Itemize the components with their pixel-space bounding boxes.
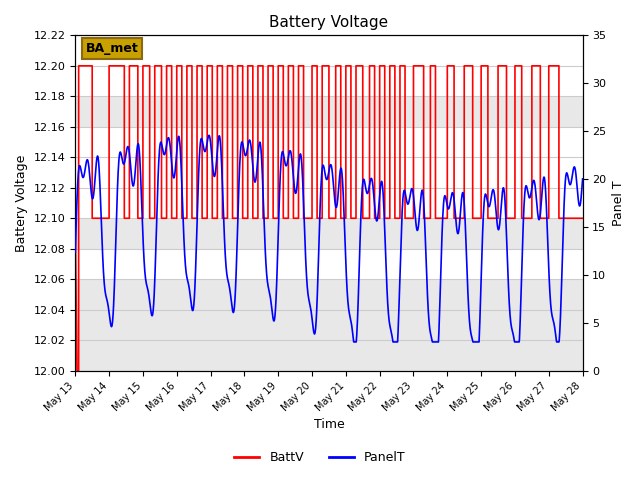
X-axis label: Time: Time — [314, 419, 344, 432]
Bar — [76, 218, 582, 249]
Bar — [76, 279, 582, 371]
Text: BA_met: BA_met — [85, 42, 138, 55]
Title: Battery Voltage: Battery Voltage — [269, 15, 388, 30]
Y-axis label: Battery Voltage: Battery Voltage — [15, 155, 28, 252]
Y-axis label: Panel T: Panel T — [612, 180, 625, 226]
Bar — [76, 340, 582, 371]
Bar — [76, 96, 582, 127]
Legend: BattV, PanelT: BattV, PanelT — [229, 446, 411, 469]
